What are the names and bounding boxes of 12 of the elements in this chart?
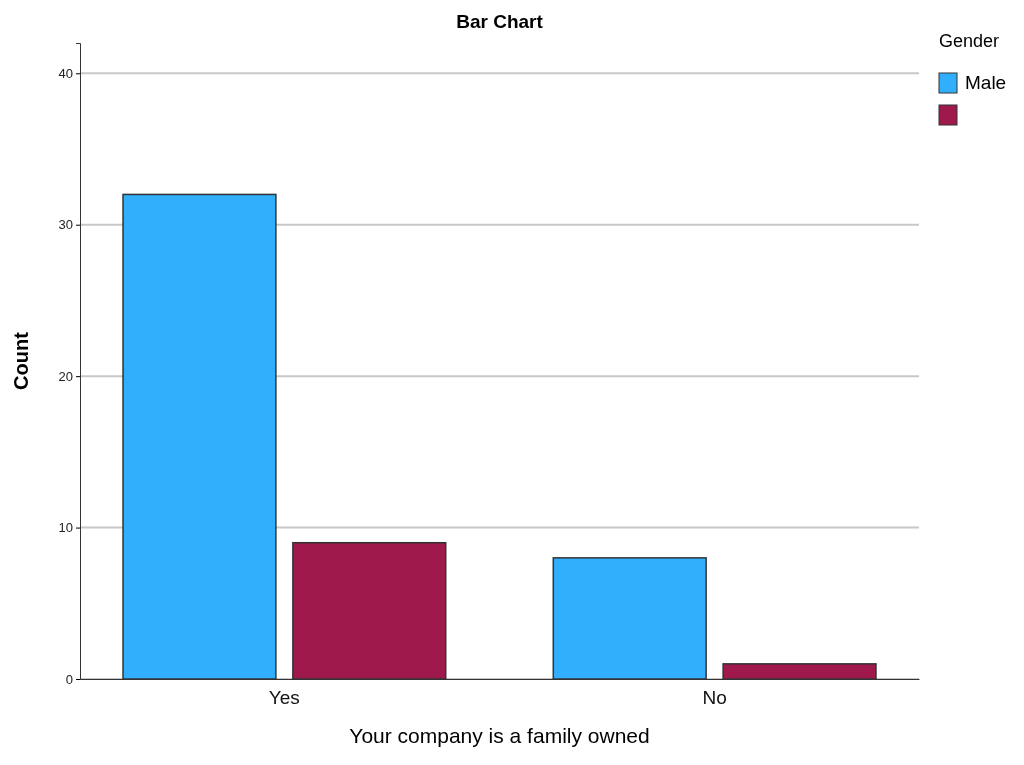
legend-title: Gender <box>939 31 1000 51</box>
y-tick-label: 20 <box>58 368 73 384</box>
chart-title: Bar Chart <box>456 11 544 32</box>
x-tick-label: Yes <box>268 687 300 709</box>
y-axis-title: Count <box>10 331 32 390</box>
y-tick-label: 30 <box>58 217 73 233</box>
y-tick-label: 40 <box>58 65 73 81</box>
x-tick-label: No <box>702 687 727 709</box>
y-tick-label: 0 <box>65 671 73 687</box>
y-tick-label: 10 <box>58 520 73 536</box>
legend-label: Male <box>965 72 1007 93</box>
x-axis-title: Your company is a family owned <box>349 724 650 747</box>
